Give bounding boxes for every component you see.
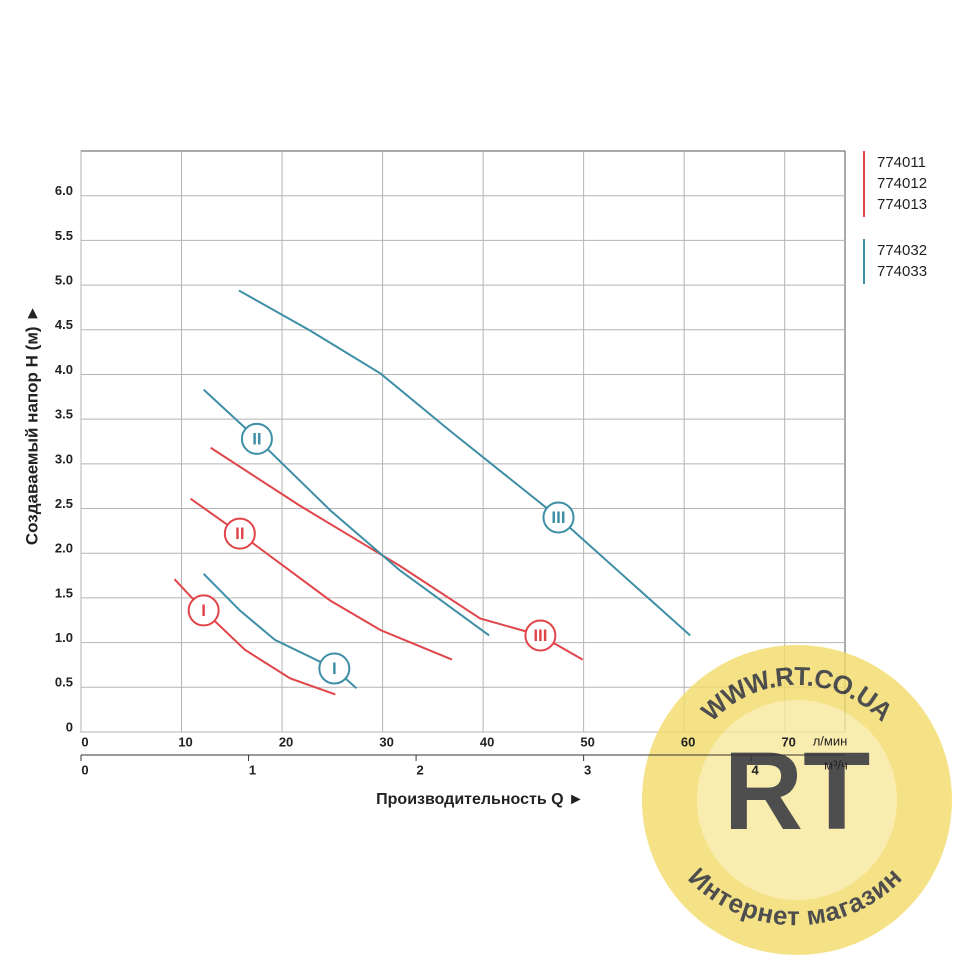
legend-item: 774032 <box>877 242 927 259</box>
curve-label-circle <box>187 594 220 627</box>
curve-label-circle <box>542 501 575 534</box>
legend-item: 774033 <box>877 263 927 280</box>
x2-tick-label: 3 <box>584 762 591 777</box>
curve-label: III <box>533 626 547 645</box>
curve <box>202 388 490 637</box>
x-unit: л/мин <box>813 733 848 748</box>
x-tick-label: 70 <box>781 734 795 749</box>
x-tick-label: 50 <box>580 734 594 749</box>
x-tick-label: 30 <box>379 734 393 749</box>
x-tick-label: 40 <box>480 734 494 749</box>
y-tick-label: 0 <box>66 719 73 734</box>
y-tick-label: 5.0 <box>55 273 73 288</box>
watermark-logo: RT <box>724 730 871 853</box>
x-tick-label: 60 <box>681 734 695 749</box>
y-tick-label: 4.0 <box>55 362 73 377</box>
x2-unit: м³/ч <box>824 757 848 772</box>
legend-item: 774013 <box>877 196 927 213</box>
y-tick-label: 2.5 <box>55 496 73 511</box>
y-tick-label: 6.0 <box>55 183 73 198</box>
curve-label-circle <box>524 619 557 652</box>
y-tick-label: 2.0 <box>55 541 73 556</box>
watermark-inner <box>697 700 897 900</box>
legend-item: 774011 <box>877 154 926 171</box>
curve-label: I <box>201 601 206 620</box>
y-tick-label: 1.5 <box>55 585 73 600</box>
y-tick-label: 4.5 <box>55 317 73 332</box>
x2-tick-label: 1 <box>249 762 256 777</box>
curve-label-circle <box>223 517 256 550</box>
y-tick-label: 3.5 <box>55 407 73 422</box>
watermark: WWW.RT.CO.UA RT Интернет магазин <box>642 645 952 955</box>
x-tick-label: 10 <box>178 734 192 749</box>
x2-tick-label: 2 <box>416 762 423 777</box>
curve-label-circle <box>240 422 273 455</box>
curve-label-circle <box>318 652 351 685</box>
x2-tick-label: 4 <box>752 762 760 777</box>
x-axis-label: Производительность Q ► <box>376 791 584 808</box>
y-tick-label: 3.0 <box>55 451 73 466</box>
x-tick-label: 20 <box>279 734 293 749</box>
curve-label: I <box>332 659 337 678</box>
curve-label: II <box>252 429 261 448</box>
y-axis-label: Создаваемый напор H (м) ► <box>22 305 41 545</box>
y-tick-label: 1.0 <box>55 630 73 645</box>
x2-tick-label: 0 <box>81 762 88 777</box>
curve-label: II <box>235 524 244 543</box>
legend-item: 774012 <box>877 175 927 192</box>
curve-label: III <box>551 508 565 527</box>
curve <box>189 497 453 661</box>
y-tick-label: 5.5 <box>55 228 73 243</box>
x-tick-label: 0 <box>81 734 88 749</box>
curve <box>238 289 691 637</box>
y-tick-label: 0.5 <box>55 675 73 690</box>
